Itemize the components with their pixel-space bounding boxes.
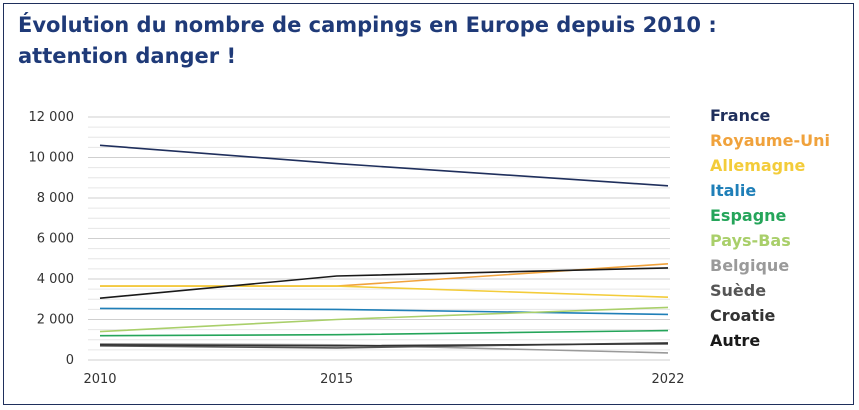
legend-entry: Royaume-Uni — [710, 131, 830, 150]
series-line — [99, 343, 669, 347]
x-tick-label: 2022 — [651, 372, 684, 387]
chart-title: Évolution du nombre de campings en Europ… — [18, 13, 717, 68]
legend: France Royaume-Uni Allemagne Italie Espagne P… — [710, 106, 830, 350]
x-tick-label: 2015 — [320, 372, 353, 387]
series-line — [99, 267, 669, 299]
y-axis-ticks: 0 2 000 4 000 6 000 8 000 10 000 12 000 — [29, 110, 75, 368]
legend-entry: Suède — [710, 281, 766, 300]
y-tick-label: 10 000 — [29, 151, 75, 166]
x-axis-ticks: 2010 2015 2022 — [83, 372, 684, 387]
y-tick-label: 0 — [66, 353, 74, 368]
y-tick-label: 12 000 — [29, 110, 75, 125]
legend-entry: Belgique — [710, 256, 789, 275]
legend-entry: Espagne — [710, 206, 787, 225]
y-tick-label: 2 000 — [37, 313, 74, 328]
legend-entry: France — [710, 106, 770, 125]
x-tick-label: 2010 — [83, 372, 116, 387]
series-line — [100, 285, 669, 298]
series-line — [99, 307, 669, 316]
legend-entry: Croatie — [710, 306, 776, 325]
y-tick-label: 4 000 — [37, 272, 74, 287]
series-line — [99, 306, 669, 333]
series-lines — [99, 144, 669, 354]
y-tick-label: 6 000 — [37, 232, 74, 247]
chart-frame — [3, 3, 854, 405]
series-line — [99, 329, 669, 337]
legend-entry: Autre — [710, 331, 760, 350]
y-tick-label: 8 000 — [37, 191, 74, 206]
legend-entry: Italie — [710, 181, 756, 200]
grid-lines — [88, 116, 670, 361]
legend-entry: Allemagne — [710, 156, 806, 175]
series-line — [99, 342, 669, 354]
legend-entry: Pays-Bas — [710, 231, 791, 250]
series-line — [99, 144, 669, 187]
